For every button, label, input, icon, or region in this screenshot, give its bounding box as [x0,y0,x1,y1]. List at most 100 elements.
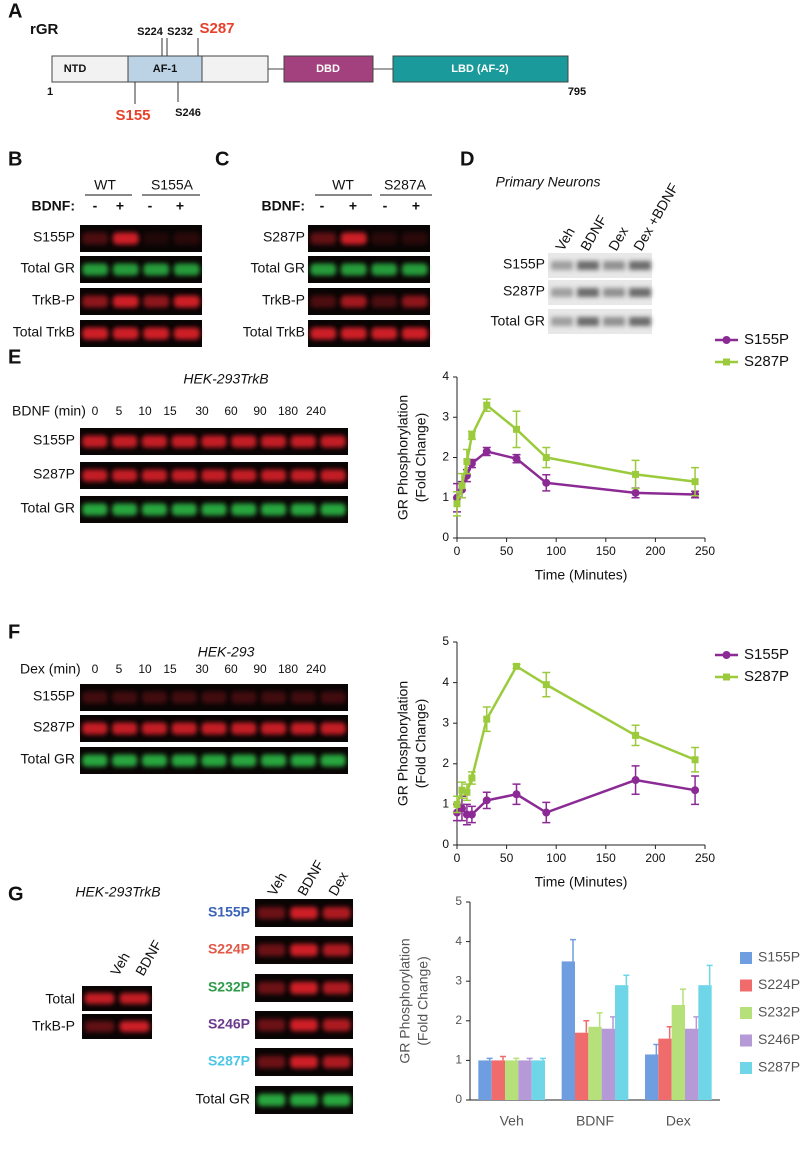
blot-band [112,232,139,245]
data-point [482,447,491,456]
lane-label: BDNF [132,937,165,978]
blot-band [82,232,109,245]
blot-band [257,943,286,957]
blot-band [173,232,200,245]
blot-band [82,503,108,516]
error-bar [653,1043,660,1055]
blot-band [231,722,257,735]
x-tick-label: 50 [500,851,514,865]
site-label: S246 [175,107,201,119]
data-point [468,431,476,439]
blot-band [231,469,257,482]
data-point [458,482,466,490]
lane-label: BDNF [294,857,327,898]
blot-band [320,435,346,448]
row-label: S287P [263,229,305,245]
blot-band [171,754,197,767]
data-point [691,786,700,795]
series-line [455,450,696,499]
lane-label: 15 [163,662,177,676]
data-point [513,425,521,433]
panel-label: D [460,148,474,170]
y-tick-label: 2 [455,1013,462,1027]
blot-band [577,261,599,270]
blot-band [290,754,316,767]
y-tick-label: 0 [455,1092,462,1106]
x-tick-label: 150 [596,544,616,558]
lane-label: 5 [116,662,123,676]
y-axis-label: (Fold Change) [413,699,429,789]
x-tick-label: 100 [546,544,566,558]
blot-band [629,288,651,297]
data-point [632,731,640,739]
blot-band [371,263,398,276]
blot-band [82,691,108,704]
bar [518,1060,532,1100]
blot-band [143,263,170,276]
blot-band [290,906,318,920]
blot-band [173,327,200,340]
row-label: S246P [208,1016,250,1032]
blot-band [290,435,316,448]
blot-band [143,232,170,245]
lane-label: 240 [306,404,326,418]
row-label: Total GR [196,1091,250,1107]
residue-end: 795 [568,86,586,98]
y-axis-label: (Fold Change) [415,956,431,1046]
row-label: Total GR [21,260,75,276]
legend-label: S232P [758,1004,800,1020]
legend-label: S287P [758,1059,800,1075]
blot-band [290,691,316,704]
row-label: S155P [33,229,75,245]
lane-label: Veh [264,869,290,898]
lane-label: - [148,198,153,214]
lane-label: 90 [253,662,267,676]
y-axis-label: (Fold Change) [413,413,429,503]
lane-label: 10 [138,662,152,676]
blot-band [603,317,625,326]
error-bar [583,1020,590,1033]
blot-band [257,981,286,995]
data-point [631,488,640,497]
blot-band [322,1018,351,1032]
treatment-label: Dex (min) [20,661,81,677]
bar [615,985,629,1100]
y-tick-label: 4 [455,934,462,948]
bar [561,961,575,1100]
y-axis-label: GR Phosphorylation [397,938,413,1063]
blot-band [260,503,287,516]
bar [685,1028,699,1100]
blot-band [629,317,651,326]
blot-band [231,435,257,448]
x-tick-label: 50 [500,544,514,558]
legend-label: S287P [744,668,789,685]
blot-band [171,503,197,516]
blot-band [141,469,168,482]
chart: 0 1 2 3 4 5 GR Phosphorylation (Fold Change) 0 50… [395,634,789,890]
data-point [467,810,476,819]
blot-band [141,435,168,448]
blot-band [112,691,138,704]
legend-swatch [740,952,752,964]
row-label: S155P [208,904,250,920]
lane-label: + [349,198,357,214]
error-bar [680,988,686,1005]
blot-band [201,469,227,482]
blot-band [401,232,428,245]
blot-band [257,1018,286,1032]
data-point [542,478,551,487]
panel-label: C [215,148,229,170]
lane-label: + [116,198,124,214]
data-point [512,454,521,463]
legend-label: S246P [758,1031,800,1047]
blot-band [322,1093,351,1107]
blot-band [401,295,428,308]
legend-label: S155P [744,646,789,663]
row-label: S287P [33,719,75,735]
blot-band [143,327,170,340]
blot-band [371,232,398,245]
blot-band [257,1093,286,1107]
panel-label: B [8,148,22,170]
blot-band [257,906,286,920]
protein-diagram [51,38,569,104]
